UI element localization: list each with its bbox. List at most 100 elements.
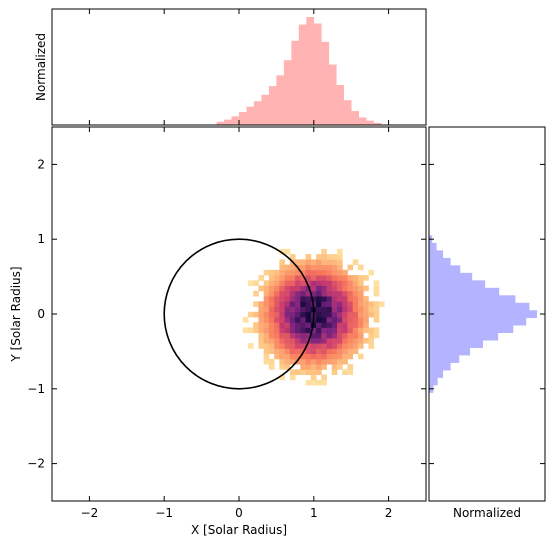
heatmap-cell (352, 285, 359, 292)
heatmap-cell (316, 332, 322, 339)
heatmap-cell (274, 269, 280, 276)
heatmap-cell (305, 259, 312, 266)
x-tick-label: 0 (235, 506, 243, 520)
heatmap-cell (321, 306, 327, 313)
heatmap-cell (336, 259, 343, 266)
heatmap-cell (295, 285, 301, 292)
heatmap-cell (310, 259, 317, 266)
heatmap-cell (336, 348, 343, 355)
heatmap-cell (321, 254, 327, 260)
heatmap-cell (342, 343, 348, 349)
heatmap-cell (347, 275, 354, 281)
heatmap-cell (268, 337, 275, 344)
heatmap-cell (373, 327, 380, 334)
heatmap-cell (321, 337, 327, 344)
heatmap-cell (316, 348, 322, 355)
heatmap-cell (326, 311, 333, 318)
heatmap-cell (316, 301, 322, 307)
heatmap-cell (284, 343, 291, 349)
heatmap-cell (368, 343, 375, 349)
x-tick-label: 2 (385, 506, 393, 520)
heatmap-cell (253, 311, 259, 318)
heatmap-cell (295, 332, 301, 339)
heatmap-cell (263, 269, 270, 276)
heatmap-cell (300, 353, 306, 360)
heatmap-cell (289, 311, 296, 318)
heatmap-cell (347, 332, 354, 339)
heatmap-cell (295, 343, 301, 349)
heatmap-cell (316, 353, 322, 360)
heatmap-cell (331, 369, 338, 375)
heatmap-cell (321, 280, 327, 286)
heatmap-cell (274, 296, 280, 302)
heatmap-cell (310, 374, 317, 381)
y-axis-label: Y [Solar Radius] (9, 266, 23, 362)
heatmap-cell (300, 327, 306, 334)
heatmap-cell (357, 332, 364, 339)
heatmap-cell (352, 327, 359, 334)
heatmap-cell (310, 364, 317, 370)
heatmap-cell (279, 348, 286, 355)
right-histogram-bar (429, 272, 473, 281)
heatmap-cell (310, 327, 317, 334)
x-tick-label: −1 (155, 506, 173, 520)
heatmap-cell (284, 296, 291, 302)
y-tick-label: 1 (37, 232, 45, 246)
heatmap-cell (342, 280, 348, 286)
heatmap-cell (331, 358, 338, 365)
right-histogram-bar (429, 370, 444, 378)
heatmap-cell (316, 311, 322, 318)
heatmap-cell (305, 327, 312, 334)
heatmap-cell (342, 369, 348, 375)
heatmap-cell (352, 280, 359, 286)
heatmap-cell (310, 269, 317, 276)
right-histogram-bar (429, 377, 438, 386)
heatmap-cell (305, 269, 312, 276)
heatmap-cell (284, 301, 291, 307)
heatmap-cell (316, 337, 322, 344)
heatmap-cell (279, 343, 286, 349)
heatmap-cell (310, 296, 317, 302)
heatmap-cell (336, 343, 343, 349)
heatmap-cell (352, 301, 359, 307)
heatmap-cell (289, 374, 296, 381)
heatmap-cell (268, 322, 275, 328)
heatmap-cell (316, 264, 322, 271)
heatmap-cell (310, 348, 317, 355)
heatmap-cell (279, 280, 286, 286)
heatmap-cell (284, 306, 291, 313)
heatmap-cell (284, 269, 291, 276)
heatmap-cell (321, 316, 327, 323)
heatmap-cell (284, 353, 291, 360)
heatmap-cell (316, 343, 322, 349)
heatmap-cell (305, 254, 312, 260)
heatmap-cell (263, 337, 270, 344)
heatmap-cell (321, 290, 327, 297)
heatmap-cell (347, 369, 354, 375)
heatmap-cell (289, 348, 296, 355)
heatmap-cell (268, 332, 275, 339)
heatmap-cell (295, 353, 301, 360)
heatmap-cell (279, 364, 286, 370)
heatmap-cell (331, 348, 338, 355)
heatmap-cell (357, 316, 364, 323)
heatmap-cell (305, 353, 312, 360)
heatmap-cell (274, 353, 280, 360)
top-histogram-bar (313, 23, 322, 126)
heatmap-cell (316, 306, 322, 313)
heatmap-cell (326, 316, 333, 323)
heatmap-cell (268, 301, 275, 307)
heatmap-cell (357, 296, 364, 302)
heatmap-cell (284, 275, 291, 281)
heatmap-cell (295, 322, 301, 328)
heatmap-cell (316, 254, 322, 260)
heatmap-cell (352, 316, 359, 323)
heatmap-cell (274, 275, 280, 281)
heatmap-cell (274, 348, 280, 355)
heatmap-cell (268, 296, 275, 302)
heatmap-cell (373, 316, 380, 323)
heatmap-cell (336, 275, 343, 281)
heatmap-cell (300, 306, 306, 313)
heatmap-cell (347, 316, 354, 323)
heatmap-cell (357, 343, 364, 349)
